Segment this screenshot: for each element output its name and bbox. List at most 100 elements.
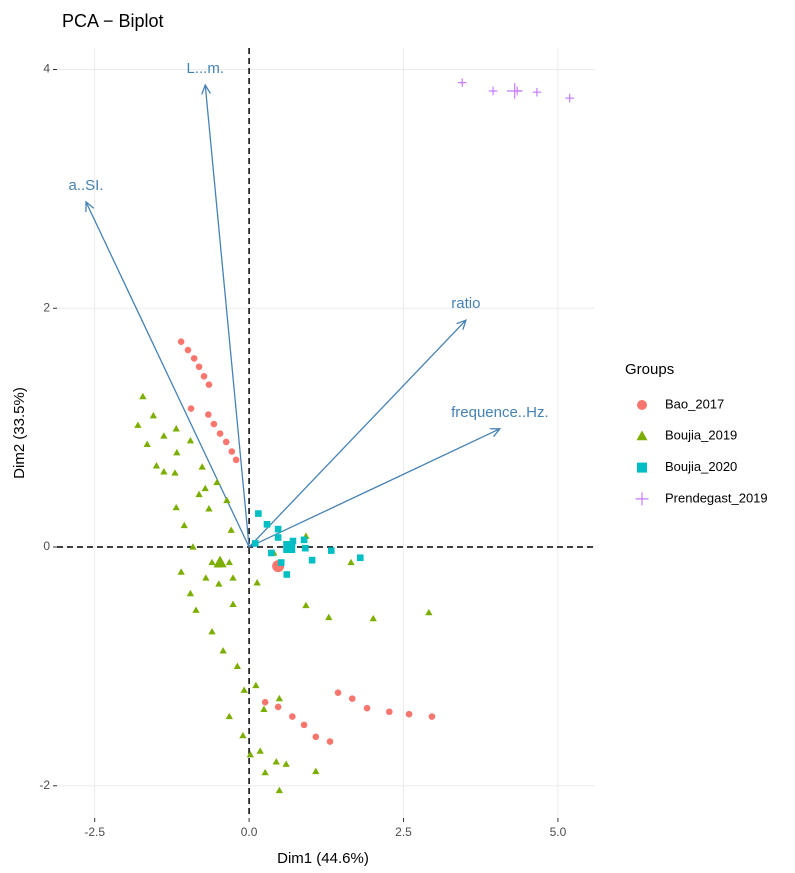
variable-label: ratio [451, 295, 480, 312]
point [260, 705, 268, 713]
point [457, 78, 467, 87]
point [300, 721, 308, 729]
point [205, 381, 213, 388]
point [263, 521, 271, 528]
point [347, 558, 355, 566]
legend-label: Boujia_2020 [665, 459, 737, 474]
point [386, 708, 393, 716]
point [272, 758, 280, 765]
point [205, 505, 213, 512]
point [195, 490, 203, 498]
point [532, 87, 542, 97]
point [405, 710, 413, 718]
point [186, 589, 195, 597]
centroid [283, 541, 296, 554]
point [261, 698, 269, 706]
point [134, 421, 142, 428]
variable-arrow [248, 319, 467, 548]
point [348, 695, 356, 702]
point [171, 469, 179, 476]
point [274, 534, 282, 541]
point [300, 536, 308, 544]
point [565, 93, 574, 103]
point [160, 468, 168, 475]
x-tick-label: 2.5 [395, 825, 412, 839]
y-axis-label: Dim2 (33.5%) [11, 387, 28, 479]
point [261, 768, 269, 776]
point [173, 448, 181, 456]
point [143, 440, 151, 447]
centroid [506, 83, 523, 99]
variable-arrow [248, 428, 501, 548]
point [239, 731, 247, 739]
legend-title: Groups [625, 361, 674, 378]
point [325, 613, 333, 621]
point [255, 510, 262, 517]
point [172, 503, 180, 511]
arrow-head [456, 319, 467, 330]
point [253, 579, 261, 586]
point [187, 405, 195, 412]
variable-label: frequence..Hz. [451, 404, 549, 421]
point [312, 733, 320, 741]
x-tick-label: 5.0 [550, 825, 567, 839]
point [172, 425, 180, 432]
y-tick-label: -2 [39, 778, 50, 792]
point [202, 574, 210, 581]
point [216, 430, 224, 437]
point [219, 647, 227, 654]
point [240, 686, 248, 693]
x-tick-label: -2.5 [84, 825, 105, 839]
point [327, 547, 335, 554]
point [205, 411, 212, 418]
point [363, 704, 371, 712]
point [312, 767, 320, 775]
point [302, 544, 309, 552]
arrow-head [85, 200, 95, 213]
point [229, 574, 237, 581]
point [356, 554, 364, 562]
legend-label: Prendegast_2019 [665, 490, 768, 505]
variable-arrow [85, 201, 250, 548]
x-tick-label: 0.0 [241, 825, 258, 839]
point [302, 601, 310, 609]
point [160, 432, 168, 439]
point [184, 346, 192, 354]
point [425, 608, 433, 616]
point [233, 662, 241, 670]
point [308, 556, 316, 564]
point [208, 627, 216, 635]
point [275, 786, 283, 794]
point [225, 712, 233, 720]
point [289, 713, 296, 720]
chart-title: PCA − Biplot [62, 11, 164, 31]
point [251, 540, 259, 547]
point [201, 484, 209, 492]
x-axis-label: Dim1 (44.6%) [277, 850, 369, 867]
point [283, 571, 291, 578]
point [189, 543, 197, 550]
point [268, 549, 275, 557]
point [139, 392, 147, 400]
point [326, 738, 334, 745]
arrow-head [201, 83, 211, 95]
point [223, 496, 231, 504]
y-tick-label: 0 [43, 539, 50, 553]
legend-symbol [636, 430, 648, 441]
point [213, 478, 221, 486]
legend-label: Boujia_2019 [665, 428, 737, 443]
centroid [213, 555, 227, 568]
point [225, 558, 233, 566]
point [252, 681, 260, 689]
y-tick-label: 2 [43, 300, 50, 314]
variable-label: L...m. [186, 60, 224, 77]
point [198, 463, 206, 470]
point [428, 713, 436, 720]
point [277, 559, 285, 566]
point [229, 600, 237, 607]
legend-symbol [637, 400, 647, 410]
point [222, 438, 230, 446]
point [282, 760, 290, 767]
